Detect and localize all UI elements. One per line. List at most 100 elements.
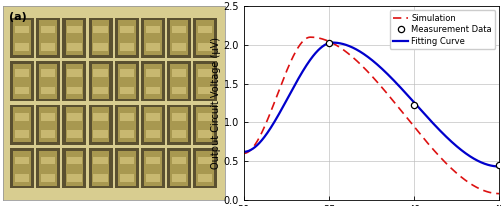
Bar <box>170 20 187 55</box>
Bar <box>36 18 60 58</box>
Bar <box>67 157 82 164</box>
Bar <box>119 87 134 94</box>
Bar <box>119 43 134 51</box>
Legend: Simulation, Measurement Data, Fitting Curve: Simulation, Measurement Data, Fitting Cu… <box>389 10 494 49</box>
Bar <box>15 69 29 77</box>
Bar <box>10 148 34 188</box>
Bar <box>92 20 109 55</box>
Bar <box>171 174 186 181</box>
Bar <box>140 105 164 145</box>
Bar <box>67 87 82 94</box>
Bar <box>92 64 109 98</box>
Bar <box>15 26 29 34</box>
Bar <box>170 64 187 98</box>
Bar <box>196 64 213 98</box>
Bar <box>66 151 83 186</box>
Bar <box>119 130 134 138</box>
Bar <box>145 26 160 34</box>
Bar <box>41 69 55 77</box>
Bar <box>67 174 82 181</box>
Bar <box>93 113 108 121</box>
Bar <box>93 69 108 77</box>
Bar <box>62 105 86 145</box>
Bar <box>41 26 55 34</box>
Bar <box>119 26 134 34</box>
Bar <box>41 113 55 121</box>
Bar <box>14 64 31 98</box>
Bar <box>14 108 31 142</box>
Bar <box>88 61 112 101</box>
Bar <box>119 157 134 164</box>
Bar <box>197 87 212 94</box>
Bar <box>145 157 160 164</box>
Bar <box>62 61 86 101</box>
Bar <box>193 148 216 188</box>
Bar <box>41 130 55 138</box>
Bar <box>171 87 186 94</box>
Bar <box>196 108 213 142</box>
Bar <box>36 61 60 101</box>
Bar <box>196 151 213 186</box>
Bar <box>118 108 135 142</box>
Bar <box>145 174 160 181</box>
Bar <box>88 148 112 188</box>
Bar <box>10 105 34 145</box>
Bar <box>171 43 186 51</box>
Bar <box>36 105 60 145</box>
Bar <box>10 61 34 101</box>
Bar <box>144 20 161 55</box>
Bar <box>144 64 161 98</box>
Bar <box>170 108 187 142</box>
Bar <box>15 157 29 164</box>
Bar <box>144 108 161 142</box>
Bar <box>140 148 164 188</box>
Bar <box>197 43 212 51</box>
Bar <box>118 20 135 55</box>
Bar <box>15 43 29 51</box>
Bar <box>171 157 186 164</box>
Bar <box>15 87 29 94</box>
Bar <box>145 69 160 77</box>
Bar <box>140 61 164 101</box>
Bar <box>66 64 83 98</box>
Bar <box>40 151 57 186</box>
Bar <box>145 130 160 138</box>
Bar <box>93 157 108 164</box>
Bar <box>118 151 135 186</box>
Bar <box>114 148 138 188</box>
Bar <box>114 105 138 145</box>
Bar <box>197 174 212 181</box>
Bar <box>145 43 160 51</box>
Bar <box>197 26 212 34</box>
Bar <box>93 43 108 51</box>
Bar <box>93 26 108 34</box>
Bar <box>171 130 186 138</box>
Bar <box>193 18 216 58</box>
Bar <box>41 174 55 181</box>
Bar <box>93 174 108 181</box>
Bar <box>145 113 160 121</box>
Bar <box>140 18 164 58</box>
Bar <box>36 148 60 188</box>
Bar <box>118 64 135 98</box>
Bar <box>66 108 83 142</box>
Bar <box>93 87 108 94</box>
Bar <box>193 105 216 145</box>
Bar <box>40 108 57 142</box>
Bar <box>41 43 55 51</box>
Bar <box>62 148 86 188</box>
Bar <box>92 108 109 142</box>
Bar <box>14 151 31 186</box>
Bar <box>92 151 109 186</box>
Bar <box>197 69 212 77</box>
Bar <box>88 105 112 145</box>
Text: (a): (a) <box>9 12 27 22</box>
Bar <box>67 43 82 51</box>
Bar <box>66 20 83 55</box>
Bar <box>62 18 86 58</box>
Bar <box>15 130 29 138</box>
Bar <box>93 130 108 138</box>
Bar <box>145 87 160 94</box>
Y-axis label: Output Circuit Voltage (μV): Output Circuit Voltage (μV) <box>210 37 220 169</box>
Bar <box>41 87 55 94</box>
